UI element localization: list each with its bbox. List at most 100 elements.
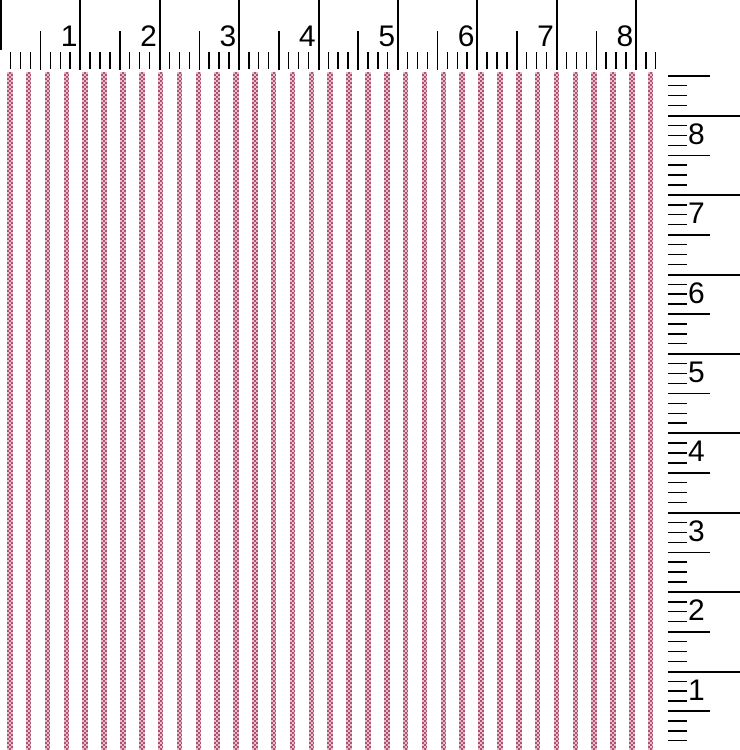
right-ruler-tick [668,740,687,742]
right-ruler-tick [668,104,687,107]
top-ruler-tick [99,52,101,69]
top-ruler-tick [406,52,409,69]
right-ruler-tick [668,263,687,266]
fabric-stripe [25,72,32,750]
right-ruler-tick [668,174,687,176]
top-ruler-tick [655,52,657,69]
right-ruler-tick [668,670,740,673]
top-ruler-inch-number: 6 [457,20,475,53]
top-ruler-tick [416,52,419,69]
right-ruler-tick [668,462,687,464]
right-ruler-tick [668,660,687,663]
right-ruler-tick [668,164,687,166]
right-ruler-tick [668,382,687,385]
fabric-stripe [44,72,51,750]
right-ruler-inch-number: 4 [688,435,705,469]
fabric-stripe [515,72,522,750]
right-ruler-tick [668,422,687,424]
top-ruler-tick [436,31,439,70]
top-ruler-tick [228,52,230,69]
top-ruler-tick [19,52,22,69]
fabric-stripe [308,72,315,750]
top-ruler-inch-number: 1 [60,20,78,53]
top-ruler-tick [496,52,498,69]
top-ruler-tick [446,52,449,69]
right-ruler-tick [668,452,687,454]
top-ruler-tick [267,52,270,69]
fabric-stripe [421,72,428,750]
top-ruler-tick [605,52,607,69]
right-ruler-tick [668,402,687,405]
top-ruler-tick [119,31,121,70]
right-ruler-tick [668,333,687,335]
top-ruler-tick [69,52,71,69]
top-ruler-tick [595,31,598,70]
top-ruler-tick [79,0,82,70]
top-ruler-tick [387,52,389,69]
right-ruler-tick [668,134,687,137]
top-ruler-inch-number: 4 [298,20,316,53]
right-ruler-tick [668,85,687,87]
top-ruler-tick [218,52,220,69]
top-ruler-tick [476,0,479,70]
top-ruler-inch-number: 2 [140,20,157,53]
right-ruler-tick [668,640,687,643]
top-ruler-tick [9,52,12,69]
top-ruler-tick [397,0,399,70]
right-ruler-tick [668,551,710,554]
top-ruler-tick [645,52,647,69]
fabric-stripe [629,72,635,750]
right-ruler-tick [668,273,740,276]
top-ruler-tick [89,52,91,69]
fabric-stripe [478,72,484,750]
fabric-stripe [7,72,13,750]
top-ruler-tick [635,0,638,70]
fabric-stripe [176,72,183,750]
top-ruler-tick [198,31,201,70]
right-ruler-tick [668,561,687,563]
top-ruler-tick [238,0,241,70]
fabric-stripe [647,72,654,750]
top-ruler-tick [297,52,300,69]
right-ruler-vertical: 8 7 6 5 4 3 2 1 [660,75,740,750]
fabric-stripe [497,72,503,750]
right-ruler-inch-number: 8 [688,117,705,151]
top-ruler-tick [109,52,111,69]
top-ruler-tick [486,52,488,69]
fabric-stripe [572,72,579,750]
right-ruler-tick [668,293,687,295]
right-ruler-tick [668,313,710,315]
fabric-stripe [138,72,145,750]
right-ruler-tick [668,581,687,583]
top-ruler-tick [59,52,61,69]
right-ruler-tick [668,343,687,345]
right-ruler-tick [668,611,687,613]
fabric-stripe [101,72,107,750]
fabric-stripe [591,72,597,750]
right-ruler-inch-number: 7 [688,197,705,231]
fabric-stripe [459,72,465,750]
right-ruler-tick [668,511,740,514]
top-ruler-inch-number: 5 [378,20,395,53]
right-ruler-inch-number: 5 [688,356,705,389]
top-ruler-tick [575,52,578,69]
right-ruler-tick [668,233,710,236]
right-ruler-tick [668,362,687,365]
top-ruler-tick [188,52,190,69]
right-ruler-tick [668,521,687,524]
right-ruler-tick [668,690,687,692]
right-ruler-tick [668,204,687,206]
top-ruler-tick [129,52,131,69]
right-ruler-inch-number: 1 [688,673,705,707]
right-ruler-tick [668,323,687,325]
right-ruler-tick [668,412,687,414]
fabric-stripe [365,72,371,750]
top-ruler-tick [317,0,320,70]
right-ruler-tick [668,650,687,653]
fabric-swatch [0,72,658,750]
right-ruler-tick [668,194,740,197]
top-ruler-tick [565,52,568,69]
right-ruler-tick [668,144,687,146]
right-ruler-tick [668,243,687,246]
right-ruler-tick [668,75,710,77]
